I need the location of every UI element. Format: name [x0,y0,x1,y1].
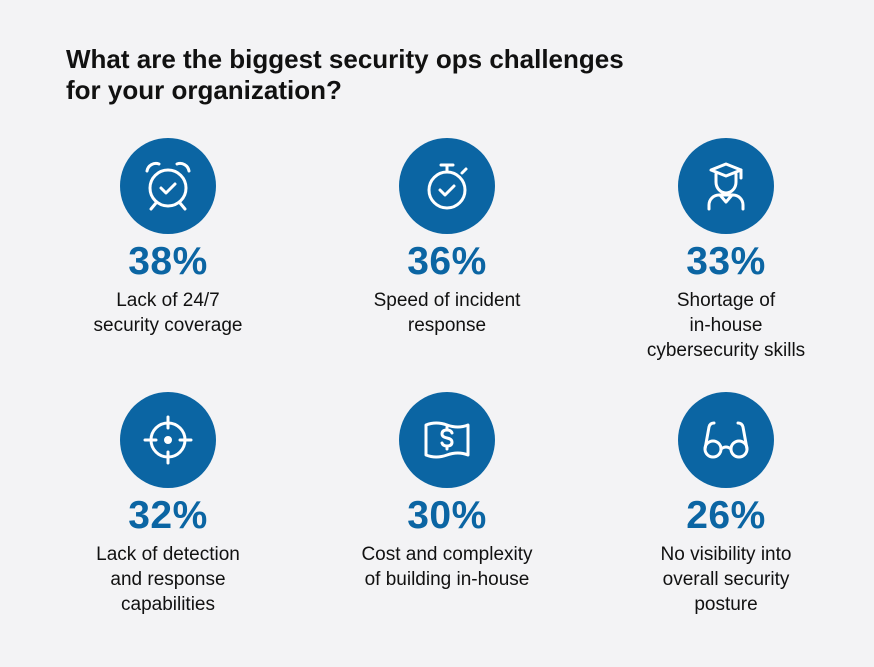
stat-label-line: posture [694,594,758,615]
stat-value: 38% [128,240,208,283]
icon-circle [120,392,216,488]
stat-value: 36% [407,240,487,283]
stat-card-skills-shortage: 33% Shortage of in-house cybersecurity s… [586,138,866,363]
stat-label-line: response [407,315,487,336]
stat-label-line: capabilities [121,594,215,615]
title-line-2: for your organization? [66,75,342,105]
stat-label-line: Lack of 24/7 [116,290,220,311]
icon-circle [678,392,774,488]
stat-label-line: and response [110,569,226,590]
glasses-icon [703,421,749,459]
stat-value: 30% [407,494,487,537]
stat-label-line: overall security [662,569,790,590]
stat-label-line: Lack of detection [96,544,240,565]
stat-label: Lack of detection and response capabilit… [28,542,308,617]
stat-label: No visibility into overall security post… [586,542,866,617]
crosshair-icon [143,415,193,465]
dollar-bill-icon [424,421,470,459]
stat-label-line: cybersecurity skills [646,340,806,361]
graduate-icon [707,162,745,211]
stat-value: 32% [128,494,208,537]
stat-value: 26% [686,494,766,537]
stat-label-line: security coverage [93,315,243,336]
stat-label: Lack of 24/7 security coverage [28,288,308,338]
stopwatch-icon [427,163,468,210]
icon-circle [678,138,774,234]
title-line-1: What are the biggest security ops challe… [66,44,624,74]
stat-label-line: in-house [689,315,763,336]
icon-circle [399,392,495,488]
stat-label: Cost and complexity of building in-house [307,542,587,592]
stat-value: 33% [686,240,766,283]
stat-label-line: Shortage of [676,290,776,311]
alarm-clock-icon [145,161,191,211]
stat-label-line: No visibility into [660,544,792,565]
stat-card-cost-complexity: 30% Cost and complexity of building in-h… [307,392,587,592]
page-title: What are the biggest security ops challe… [66,44,766,106]
stat-label: Speed of incident response [307,288,587,338]
stat-card-24-7-coverage: 38% Lack of 24/7 security coverage [28,138,308,338]
stat-label-line: Speed of incident [373,290,521,311]
stat-label-line: Cost and complexity [361,544,533,565]
stat-label: Shortage of in-house cybersecurity skill… [586,288,866,363]
stat-card-incident-speed: 36% Speed of incident response [307,138,587,338]
icon-circle [120,138,216,234]
icon-circle [399,138,495,234]
stat-card-detection-response: 32% Lack of detection and response capab… [28,392,308,617]
stat-label-line: of building in-house [364,569,530,590]
stat-card-visibility: 26% No visibility into overall security … [586,392,866,617]
